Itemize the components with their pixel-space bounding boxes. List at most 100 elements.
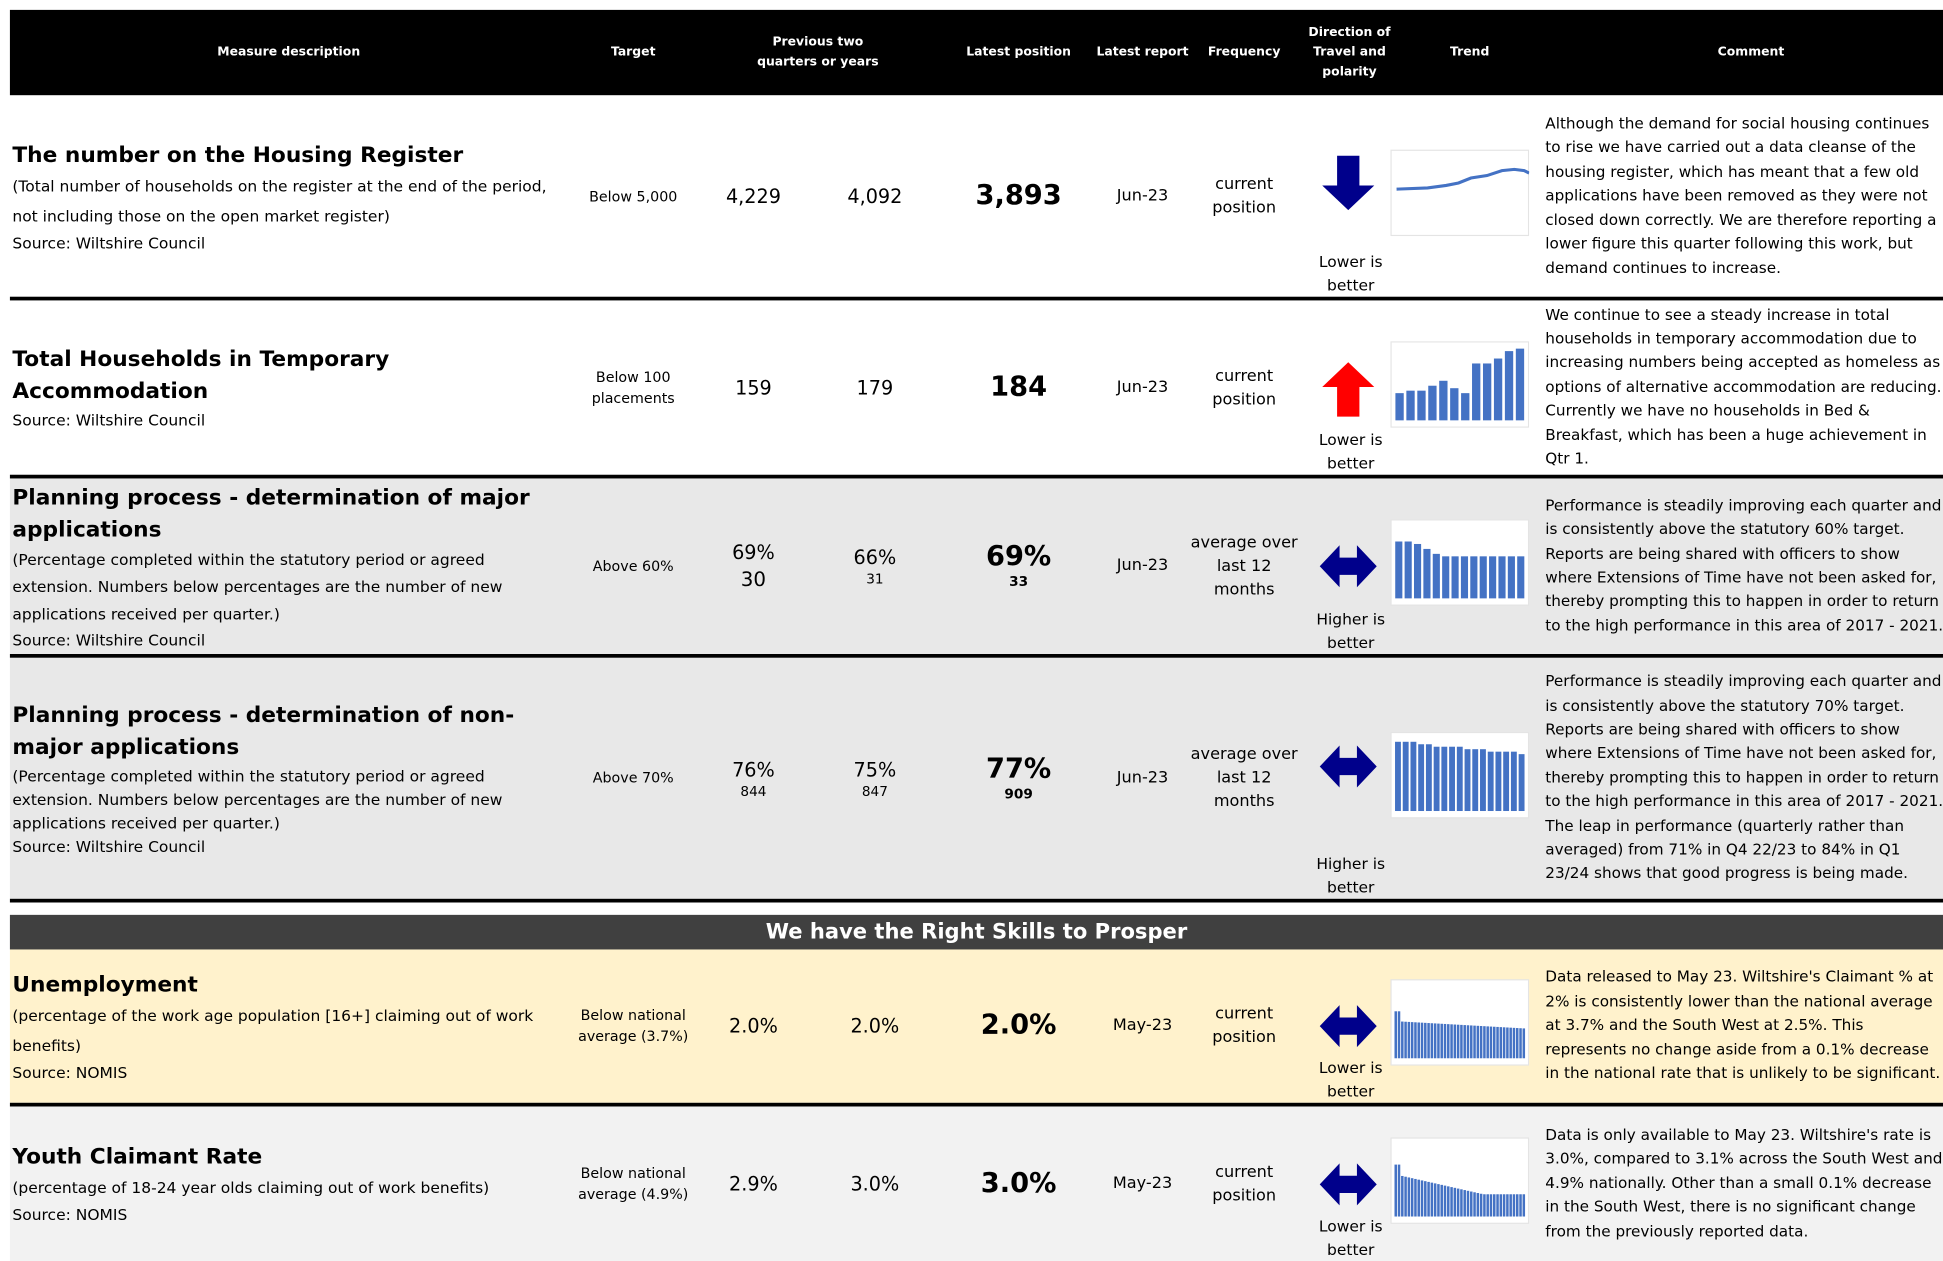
sparkline-bar bbox=[1493, 357, 1503, 420]
sparkline-bar bbox=[1470, 556, 1478, 599]
sparkline-bar bbox=[1502, 1027, 1506, 1059]
sparkline-bar bbox=[1420, 1179, 1424, 1216]
previous-sub-text: 31 bbox=[866, 571, 884, 588]
previous-value: 179 bbox=[819, 300, 931, 474]
arrow-shape bbox=[1319, 744, 1377, 787]
sparkline-bar bbox=[1460, 556, 1469, 599]
sparkline-bar bbox=[1401, 1021, 1404, 1059]
sparkline-bar bbox=[1487, 751, 1494, 811]
sparkline-bar bbox=[1495, 751, 1502, 811]
previous-value: 76% 844 bbox=[698, 658, 810, 899]
target: Above 60% bbox=[592, 556, 674, 575]
sparkline-bar bbox=[1402, 741, 1409, 811]
latest-value: 184 bbox=[990, 371, 1048, 403]
sparkline-bar bbox=[1518, 753, 1525, 811]
polarity: Lower is better bbox=[1318, 430, 1383, 473]
direction-arrow bbox=[1322, 361, 1375, 417]
previous-value-text: 159 bbox=[735, 376, 772, 399]
sparkline-bar bbox=[1460, 1188, 1463, 1216]
table-row: Unemployment (percentage of the work age … bbox=[0, 949, 1943, 1103]
frequency: current position bbox=[1212, 366, 1277, 409]
measure-cell: The number on the Housing Register (Total… bbox=[12, 96, 567, 296]
sparkline-bar bbox=[1453, 1024, 1457, 1059]
latest-sub: 33 bbox=[1009, 573, 1029, 590]
row-background bbox=[9, 96, 1943, 297]
polarity: Higher is better bbox=[1316, 609, 1386, 652]
sparkline-bar bbox=[1509, 1027, 1512, 1059]
sparkline-bar bbox=[1410, 1022, 1414, 1059]
measure-source: Source: Wiltshire Council bbox=[12, 836, 206, 855]
sparkline-bar bbox=[1515, 1028, 1519, 1059]
sparkline-bar bbox=[1441, 746, 1448, 811]
table-header: Measure description Target Previous two … bbox=[9, 9, 1943, 96]
sparkline-bar bbox=[1470, 1190, 1473, 1216]
trend-sparkline bbox=[1390, 731, 1530, 818]
sparkline-bar bbox=[1512, 1193, 1516, 1216]
frequency: average over last 12 months bbox=[1190, 533, 1298, 599]
polarity: Higher is better bbox=[1316, 854, 1386, 897]
previous-value-text: 4,092 bbox=[847, 185, 903, 208]
latest-position: 77% 909 bbox=[957, 658, 1081, 899]
latest-report: Jun-23 bbox=[1116, 377, 1169, 397]
previous-value-text: 66% bbox=[853, 546, 897, 569]
sparkline-bar bbox=[1423, 548, 1431, 599]
sparkline-bar bbox=[1430, 1182, 1434, 1216]
sparkline-bar bbox=[1483, 1026, 1486, 1059]
sparkline-bar bbox=[1480, 748, 1486, 811]
latest-value: 3,893 bbox=[975, 180, 1062, 212]
sparkline-bar bbox=[1473, 1191, 1476, 1216]
sparkline-bar bbox=[1489, 1193, 1493, 1216]
measure-description: (Percentage completed within the statuto… bbox=[12, 549, 503, 623]
frequency: current position bbox=[1212, 1162, 1277, 1205]
trend-sparkline bbox=[1390, 519, 1530, 606]
previous-value-text: 3.0% bbox=[850, 1172, 900, 1195]
row-separator bbox=[9, 1102, 1943, 1107]
sparkline-bar bbox=[1499, 1193, 1503, 1216]
sparkline-bar bbox=[1482, 362, 1492, 420]
previous-value: 69% 30 bbox=[698, 478, 810, 654]
sparkline-bar bbox=[1395, 541, 1403, 599]
sparkline-bar bbox=[1456, 746, 1463, 811]
sparkline-bar bbox=[1395, 392, 1404, 420]
sparkline-bar bbox=[1522, 1028, 1526, 1059]
frequency: current position bbox=[1212, 1005, 1277, 1048]
sparkline-bar bbox=[1489, 1026, 1493, 1059]
direction-arrow bbox=[1322, 155, 1375, 211]
sparkline-bar bbox=[1404, 1176, 1407, 1216]
header-cell: Latest report bbox=[1096, 45, 1189, 59]
sparkline-bar bbox=[1456, 1024, 1460, 1059]
sparkline-frame bbox=[1390, 979, 1530, 1066]
sparkline-bar bbox=[1417, 1022, 1420, 1059]
sparkline-bar bbox=[1479, 1193, 1483, 1216]
sparkline-bar bbox=[1512, 1027, 1516, 1059]
direction-arrow bbox=[1319, 545, 1377, 588]
header-cell: Previous two quarters or years bbox=[757, 35, 879, 69]
sparkline-bar bbox=[1466, 1190, 1470, 1216]
measure-title: Youth Claimant Rate bbox=[12, 1144, 263, 1170]
measure-description: (percentage of 18-24 year olds claiming … bbox=[12, 1178, 490, 1197]
latest-report: Jun-23 bbox=[1116, 186, 1169, 206]
comment: Performance is steadily improving each q… bbox=[1545, 672, 1943, 883]
sparkline-bar bbox=[1427, 1023, 1430, 1059]
arrow-shape bbox=[1319, 545, 1377, 588]
measure-cell: Planning process - determination of non-… bbox=[12, 658, 567, 899]
target: Below national average (4.9%) bbox=[578, 1163, 689, 1203]
sparkline-bar bbox=[1439, 380, 1448, 420]
measure-source: Source: Wiltshire Council bbox=[12, 233, 206, 252]
previous-value-text: 2.0% bbox=[850, 1015, 900, 1038]
sparkline-bar bbox=[1451, 556, 1459, 599]
sparkline-bar bbox=[1453, 1187, 1457, 1216]
header-cell: Trend bbox=[1450, 45, 1490, 59]
sparkline-bar bbox=[1395, 741, 1401, 811]
header-cell: Comment bbox=[1717, 45, 1785, 59]
sparkline-bar bbox=[1486, 1026, 1489, 1059]
row-background bbox=[9, 300, 1943, 475]
sparkline-bar bbox=[1407, 1176, 1411, 1216]
sparkline-bar bbox=[1476, 1025, 1480, 1059]
header-cell: Frequency bbox=[1207, 45, 1281, 59]
header-cell: Measure description bbox=[217, 45, 361, 59]
previous-value: 2.0% bbox=[819, 949, 931, 1102]
comment: Although the demand for social housing c… bbox=[1545, 115, 1937, 277]
sparkline-bar bbox=[1466, 1025, 1470, 1059]
table-row: Planning process - determination of non-… bbox=[0, 657, 1943, 899]
